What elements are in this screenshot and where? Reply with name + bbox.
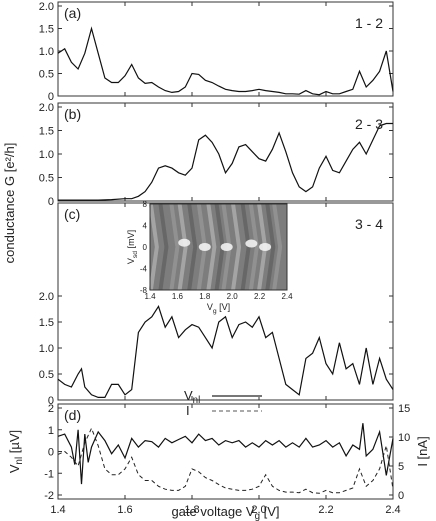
panel-d-ylabel-left: Vnl [µV] (7, 430, 25, 473)
inset-stripe-9 (231, 203, 242, 291)
inset-xtick-label-0: 1.4 (144, 292, 156, 301)
x-tick-label-1: 1.6 (117, 504, 132, 516)
panel-a-ytick-label-1: 0.5 (39, 69, 54, 81)
inset-ytick-label-0: -8 (140, 286, 148, 295)
panel-c-ytick-label-3: 1.5 (39, 317, 54, 329)
inset-stripe-1 (158, 203, 169, 291)
panel-c-label: (c) (64, 206, 80, 222)
panel-a-annotation: 1 - 2 (355, 15, 383, 31)
x-axis-label: gate voltage Vg [V] (171, 504, 279, 521)
panel-c-series-line (57, 305, 394, 398)
inset-xtick-label-3: 2.0 (227, 292, 239, 301)
inset-peak-0 (198, 243, 211, 251)
panel-a-ytick-label-3: 1.5 (39, 24, 54, 36)
x-tick-label-2: 1.8 (184, 504, 199, 516)
inset-frame (149, 203, 288, 291)
panel-a-frame (57, 1, 394, 97)
inset-stripe-14 (272, 203, 283, 291)
inset-ylabel: Vsd [mV] (126, 230, 139, 264)
panel-a-ytick-label-2: 1.0 (39, 46, 54, 58)
panel-a-label: (a) (64, 5, 81, 21)
panel-c-ytick-label-4: 2.0 (39, 291, 54, 303)
inset-peak-3 (259, 243, 272, 251)
panel-d-ytick-right-label-2: 10 (398, 432, 410, 444)
panel-d-ytick-left-label-0: -2 (44, 490, 54, 502)
panel-d-ylabel-right: I [nA] (415, 436, 430, 466)
panel-b-ytick-label-1: 0.5 (39, 173, 54, 185)
panel-b-ytick-label-4: 2.0 (39, 102, 54, 114)
panel-c-ytick-label-2: 1.0 (39, 343, 54, 355)
inset-xtick-label-4: 2.2 (254, 292, 266, 301)
x-tick-label-4: 2.2 (318, 504, 333, 516)
inset-xtick-label-2: 1.8 (199, 292, 211, 301)
panel-d-ytick-right-label-1: 5 (398, 461, 404, 473)
panel-c-annotation: 3 - 4 (355, 216, 383, 232)
inset-ytick-label-3: 4 (143, 222, 148, 231)
inset-stripe-11 (248, 203, 259, 291)
inset-peak-1 (220, 243, 233, 251)
x-tick-label-3: 2.0 (251, 504, 266, 516)
y-axis-label: conductance G [e²/h] (2, 143, 17, 264)
panel-a-ytick-label-4: 2.0 (39, 1, 54, 13)
panel-d-vnl-line (57, 423, 394, 485)
inset-stripe-4 (187, 203, 198, 291)
panel-b-ytick-label-2: 1.0 (39, 149, 54, 161)
panel-d-current-line (57, 427, 394, 494)
panel-b-label: (b) (64, 106, 81, 122)
inset-stripe-0 (148, 203, 159, 291)
panel-d-ytick-left-label-4: 2 (48, 403, 54, 415)
inset-ytick-label-4: 8 (143, 200, 148, 209)
panel-b-annotation: 2 - 3 (355, 116, 383, 132)
panel-d-ytick-left-label-2: 0 (48, 447, 54, 459)
panel-c-ytick-label-1: 0.5 (39, 369, 54, 381)
inset-stripe-6 (206, 203, 217, 291)
panel-c-frame (57, 202, 394, 401)
panel-b-frame (57, 102, 394, 202)
inset-ytick-label-2: 0 (143, 243, 148, 252)
x-tick-label-0: 1.4 (50, 504, 65, 516)
inset-xlabel: Vg [V] (207, 302, 230, 315)
panel-b-ytick-label-3: 1.5 (39, 126, 54, 138)
inset-ytick-label-1: -4 (140, 265, 148, 274)
panel-d-frame (57, 403, 394, 500)
panel-b-series-line (58, 122, 393, 201)
inset-peak-4 (178, 238, 191, 247)
panel-d-ytick-left-label-3: 1 (48, 425, 54, 437)
panel-d-ytick-left-label-1: -1 (44, 468, 54, 480)
panel-c-ytick-label-0: 0 (48, 395, 54, 407)
panel-a-ytick-label-0: 0 (48, 91, 54, 103)
panel-a-series-line (57, 26, 394, 96)
inset-xtick-label-5: 2.4 (281, 292, 293, 301)
panels: 0 0.5 1.0 1.5 2.0 (a) 1 - 2 0 0.5 1.0 1.5 2.0 (b) 2 -… (2, 1, 430, 521)
legend-current-label: I (186, 403, 190, 418)
inset-stripe-13 (265, 203, 276, 291)
inset-xtick-label-1: 1.6 (172, 292, 184, 301)
inset-heatmap: 1.4 1.6 1.8 2.0 2.2 2.4 -8 -4 0 4 8 Vg [V] Vsd [mV] (126, 200, 293, 315)
inset-stripe-3 (177, 203, 188, 291)
panel-d-ytick-right-label-3: 15 (398, 403, 410, 415)
inset-peak-2 (245, 239, 258, 248)
inset-stripe-2 (169, 203, 180, 291)
panel-b-ytick-label-0: 0 (48, 196, 54, 208)
panel-d-label: (d) (64, 407, 81, 423)
panel-d-ytick-right-label-0: 0 (398, 490, 404, 502)
x-tick-label-5: 2.4 (385, 504, 400, 516)
